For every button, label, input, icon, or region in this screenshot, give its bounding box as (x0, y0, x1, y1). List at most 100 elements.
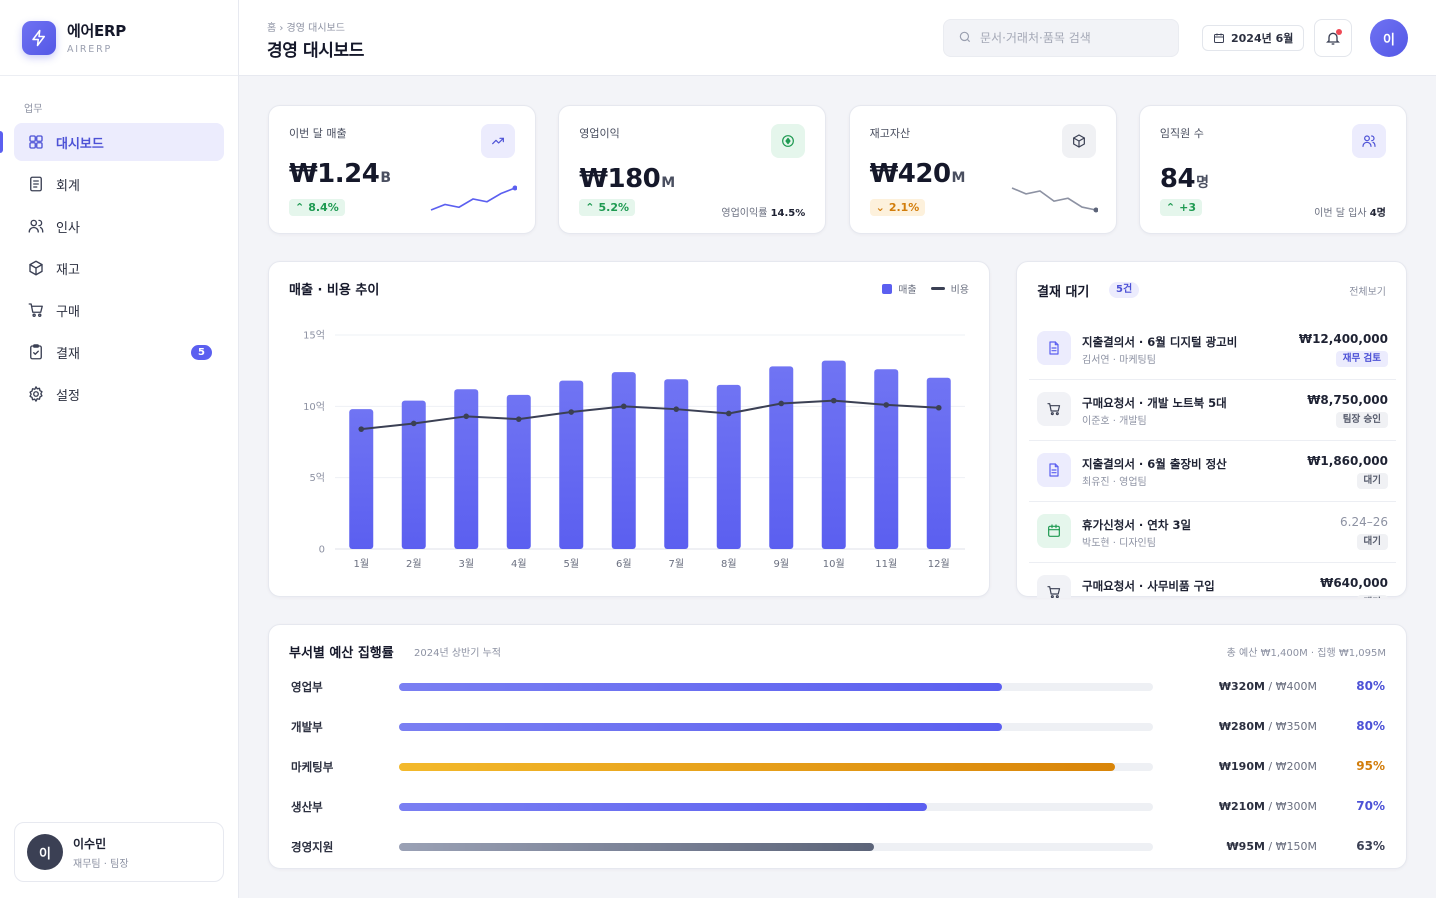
brand-sub: AIRERP (67, 44, 113, 55)
approval-title: 지출결의서 · 6월 출장비 정산 (1082, 457, 1227, 471)
budget-progress-track (399, 683, 1153, 691)
department-name: 개발부 (291, 720, 323, 734)
sidebar-item-badge: 5 (191, 345, 212, 360)
approval-amount: 6.24–26 (1340, 515, 1388, 529)
budget-title: 부서별 예산 집행률 (289, 646, 394, 661)
header-avatar[interactable]: 이 (1370, 19, 1408, 57)
approval-status-tag: 팀장 승인 (1335, 412, 1388, 428)
user-card[interactable]: 이 이수민 재무팀 · 팀장 (14, 822, 224, 882)
approval-requester: 최유진 · 영업팀 (1082, 477, 1147, 488)
kpi-delta: ⌃ +3 (1159, 199, 1202, 216)
date-label: 2024년 6월 (1231, 32, 1294, 45)
approval-item[interactable]: 지출결의서 · 6월 디지털 광고비 김서연 · 마케팅팀 ₩12,400,000 재… (1029, 319, 1396, 380)
budget-card: 부서별 예산 집행률 2024년 상반기 누적 총 예산 ₩1,400M · 집… (268, 624, 1407, 869)
approval-title: 지출결의서 · 6월 디지털 광고비 (1082, 335, 1238, 349)
sparkline-end-dot (512, 185, 517, 191)
approval-status-tag: 대기 (1356, 595, 1388, 598)
cost-point-8 (778, 400, 785, 407)
budget-amount: ₩190M / ₩200M (1218, 760, 1317, 773)
approval-item[interactable]: 휴가신청서 · 연차 3일 박도현 · 디자인팀 6.24–26 대기 (1029, 502, 1396, 563)
approval-item[interactable]: 구매요청서 · 개발 노트북 5대 이준호 · 개발팀 ₩8,750,000 팀장 승… (1029, 380, 1396, 441)
kpi-delta: ⌄ 2.1% (869, 199, 926, 216)
sidebar-item-5[interactable]: 결재 5 (14, 333, 224, 371)
cost-point-7 (725, 410, 732, 417)
chart-svg: 0 5억 10억 15억 1월 2월 3월 4월 5월 6월 7월 8월 9월 10월 11월 12월 (303, 330, 965, 570)
budget-percent: 70% (1356, 799, 1385, 813)
nav-section-label: 업무 (24, 104, 43, 115)
kpi-side-note: 영업이익률 14.5% (721, 208, 806, 219)
sidebar-item-6[interactable]: 설정 (14, 375, 224, 413)
sidebar-item-label: 설정 (56, 388, 80, 404)
legend-cost: 비용 (950, 285, 969, 296)
x-tick-label: 5월 (563, 558, 579, 570)
x-tick-label: 1월 (353, 558, 369, 570)
search-input[interactable] (980, 31, 1160, 45)
sidebar-item-3[interactable]: 재고 (14, 249, 224, 287)
kpi-sparkline (1011, 187, 1098, 213)
sidebar-item-label: 구매 (56, 304, 80, 320)
sidebar-item-label: 결재 (56, 346, 80, 362)
search-box[interactable] (943, 19, 1179, 57)
date-picker-button[interactable]: 2024년 6월 (1202, 25, 1305, 51)
y-tick-label: 5억 (309, 472, 325, 484)
budget-row: 생산부 ₩210M / ₩300M 70% (289, 796, 1387, 816)
sidebar-item-label: 재고 (56, 262, 80, 278)
approvals-list: 지출결의서 · 6월 디지털 광고비 김서연 · 마케팅팀 ₩12,400,000 재… (1029, 319, 1396, 598)
kpi-side-note: 이번 달 입사 4명 (1314, 208, 1386, 219)
sidebar-item-label: 대시보드 (56, 136, 104, 152)
sidebar-item-0[interactable]: 대시보드 (0, 123, 224, 161)
budget-amount: ₩280M / ₩350M (1218, 720, 1317, 733)
kpi-label: 재고자산 (869, 127, 911, 140)
budget-progress-track (399, 843, 1153, 851)
budget-row: 개발부 ₩280M / ₩350M 80% (289, 716, 1387, 736)
kpi-card-3[interactable]: 임직원 수 84명 ⌃ +3 이번 달 입사 4명 (1138, 105, 1407, 234)
breadcrumb[interactable]: 홈 › 경영 대시보드 (267, 23, 345, 34)
chart-title: 매출 · 비용 추이 (289, 283, 380, 298)
notification-button[interactable] (1314, 19, 1352, 57)
ledger-icon (26, 174, 46, 194)
approval-item[interactable]: 구매요청서 · 사무비품 구입정민아 · 경영지원팀 ₩640,000 대기 (1029, 563, 1396, 598)
sparkline-path (1011, 187, 1096, 211)
budget-progress-fill (399, 683, 1003, 691)
x-tick-label: 4월 (511, 558, 527, 570)
lightning-icon (22, 20, 56, 55)
kpi-card-1[interactable]: 영업이익 ₩180M ⌃ 5.2% 영업이익률 14.5% (558, 105, 827, 234)
kpi-sparkline (430, 185, 517, 211)
x-tick-label: 12월 (928, 558, 950, 570)
arrow-up-icon: ⌃ (1165, 201, 1176, 214)
bar-revenue-9 (821, 360, 846, 549)
cart-icon (1037, 575, 1071, 598)
x-tick-label: 8월 (721, 558, 737, 570)
trend-up-icon (481, 124, 515, 158)
department-name: 경영지원 (291, 840, 334, 854)
sidebar-item-label: 회계 (56, 178, 80, 194)
budget-row: 마케팅부 ₩190M / ₩200M 95% (289, 756, 1387, 776)
approval-amount: ₩1,860,000 (1307, 454, 1388, 468)
kpi-value: ₩180M (579, 164, 675, 194)
brand[interactable]: 에어ERP AIRERP (0, 0, 238, 76)
cost-point-4 (568, 409, 575, 415)
budget-total: 총 예산 ₩1,400M · 집행 ₩1,095M (1226, 648, 1386, 659)
notification-dot (1336, 29, 1342, 35)
cart-icon (1037, 392, 1071, 426)
cost-point-6 (673, 406, 680, 412)
sidebar-item-2[interactable]: 인사 (14, 207, 224, 245)
arrow-up-icon: ⌃ (295, 201, 305, 214)
department-name: 생산부 (291, 800, 323, 814)
user-name: 이수민 (73, 836, 107, 851)
kpi-card-0[interactable]: 이번 달 매출 ₩1.24B ⌃ 8.4% (268, 105, 536, 234)
users-icon (1351, 124, 1386, 158)
sidebar-item-4[interactable]: 구매 (14, 291, 224, 329)
budget-percent: 80% (1356, 719, 1385, 733)
y-tick-label: 0 (319, 545, 325, 556)
kpi-card-2[interactable]: 재고자산 ₩420M ⌄ 2.1% (848, 105, 1117, 234)
arrow-up-icon: ⌃ (585, 201, 595, 214)
approval-title: 구매요청서 · 개발 노트북 5대 (1082, 396, 1227, 410)
approvals-view-all-link[interactable]: 전체보기 (1349, 287, 1386, 298)
approval-item[interactable]: 지출결의서 · 6월 출장비 정산 최유진 · 영업팀 ₩1,860,000 대기 (1029, 441, 1396, 502)
cost-point-0 (358, 426, 365, 432)
revenue-cost-chart-card: 매출 · 비용 추이 매출 비용 0 5억 10억 15억 1월 2월 3월 4월 5월 6월 7월… (268, 261, 990, 597)
sidebar-item-1[interactable]: 회계 (14, 165, 224, 203)
